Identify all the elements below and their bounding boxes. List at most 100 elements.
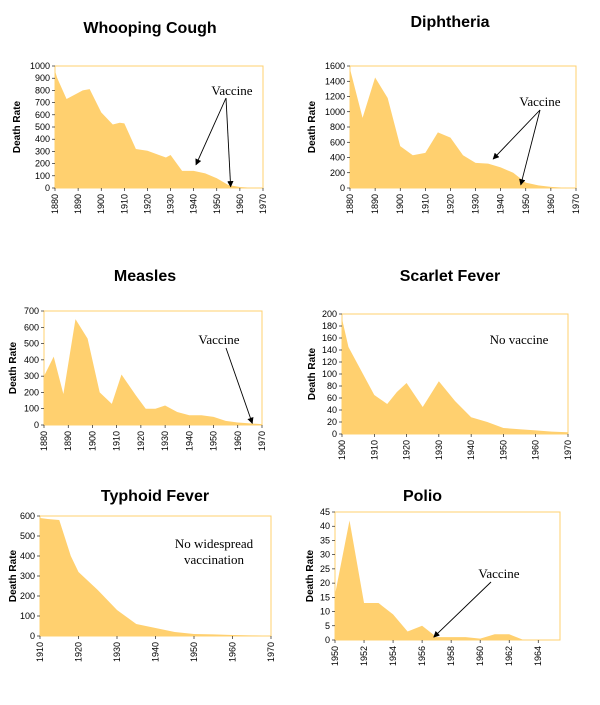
- scarlet-fever-area-chart: 0 20 40 60 80 100 120 140 160 180 200 1900 1910 1920 1…: [307, 309, 573, 460]
- x-tick-label: 1910: [35, 642, 45, 662]
- x-tick-label: 1920: [136, 431, 146, 451]
- x-tick-label: 1970: [563, 440, 573, 460]
- annotation-arrow: [195, 97, 227, 166]
- x-tick-label: 1900: [395, 194, 405, 214]
- x-tick-label: 1962: [504, 646, 514, 666]
- x-tick-label: 1950: [498, 440, 508, 460]
- y-tick-label: 400: [330, 153, 345, 163]
- y-tick-label: 5: [325, 621, 330, 631]
- y-tick-label: 40: [320, 521, 330, 531]
- y-tick-label: 200: [24, 387, 39, 397]
- y-axis-label: Death Rate: [307, 347, 318, 400]
- x-tick-label: 1900: [337, 440, 347, 460]
- x-tick-label: 1970: [257, 431, 267, 451]
- y-tick-label: 160: [322, 333, 337, 343]
- y-tick-label: 1400: [325, 76, 345, 86]
- annotation-label: vaccination: [184, 552, 244, 567]
- y-tick-label: 60: [327, 393, 337, 403]
- x-tick-label: 1880: [50, 194, 60, 214]
- y-tick-label: 1000: [30, 61, 50, 71]
- y-tick-label: 1000: [325, 107, 345, 117]
- x-tick-label: 1940: [184, 431, 194, 451]
- y-tick-label: 35: [320, 535, 330, 545]
- y-tick-label: 1200: [325, 92, 345, 102]
- whooping-cough-chart-panel: Whooping Cough 0 100 200 300 400 500 600 700 800…: [0, 0, 300, 228]
- x-tick-label: 1960: [475, 646, 485, 666]
- measles-area-chart: 0 100 200 300 400 500 600 700 1880 1890 1900 1910 19…: [8, 306, 267, 451]
- y-tick-label: 900: [35, 73, 50, 83]
- x-tick-label: 1958: [446, 646, 456, 666]
- x-tick-label: 1940: [151, 642, 161, 662]
- x-tick-label: 1880: [39, 431, 49, 451]
- annotation-label: Vaccine: [198, 332, 239, 347]
- measles-chart-panel: Measles 0 100 200 300 400 500 600 700 1880 1890 19…: [0, 262, 300, 462]
- y-axis-label: Death Rate: [8, 549, 19, 602]
- y-tick-label: 800: [330, 122, 345, 132]
- annotation-arrow: [492, 109, 541, 160]
- x-tick-label: 1940: [466, 440, 476, 460]
- y-tick-label: 400: [24, 355, 39, 365]
- y-tick-label: 0: [340, 183, 345, 193]
- y-tick-label: 0: [34, 420, 39, 430]
- y-tick-label: 45: [320, 507, 330, 517]
- x-tick-label: 1950: [212, 194, 222, 214]
- polio-chart-panel: Polio 0 5 10 15 20 25 30 35 40 45 1950 1952 1954 1956…: [300, 482, 600, 700]
- x-tick-label: 1920: [402, 440, 412, 460]
- x-tick-label: 1940: [496, 194, 506, 214]
- annotation-label: Vaccine: [211, 83, 252, 98]
- y-axis-label: Death Rate: [307, 100, 318, 153]
- x-tick-label: 1964: [533, 646, 543, 666]
- x-tick-label: 1940: [189, 194, 199, 214]
- annotation-label: Vaccine: [519, 94, 560, 109]
- y-tick-label: 700: [24, 306, 39, 316]
- typhoid-fever-chart-panel: Typhoid Fever 0 100 200 300 400 500 600 1910 192…: [0, 482, 300, 700]
- y-tick-label: 800: [35, 85, 50, 95]
- y-tick-label: 180: [322, 321, 337, 331]
- y-tick-label: 400: [35, 134, 50, 144]
- x-tick-label: 1910: [420, 194, 430, 214]
- y-tick-label: 200: [330, 168, 345, 178]
- x-tick-label: 1920: [74, 642, 84, 662]
- y-tick-label: 100: [35, 171, 50, 181]
- y-tick-label: 20: [327, 417, 337, 427]
- y-tick-label: 25: [320, 564, 330, 574]
- y-tick-label: 40: [327, 405, 337, 415]
- x-tick-label: 1890: [63, 431, 73, 451]
- death-rate-area: [40, 518, 271, 636]
- x-tick-label: 1960: [235, 194, 245, 214]
- x-tick-label: 1930: [166, 194, 176, 214]
- x-tick-label: 1930: [471, 194, 481, 214]
- x-tick-label: 1960: [233, 431, 243, 451]
- y-tick-label: 20: [320, 578, 330, 588]
- death-rate-area: [350, 69, 576, 188]
- annotation-label: No vaccine: [490, 332, 549, 347]
- y-tick-label: 0: [45, 183, 50, 193]
- y-tick-label: 600: [330, 137, 345, 147]
- x-tick-label: 1960: [228, 642, 238, 662]
- x-tick-label: 1950: [209, 431, 219, 451]
- y-tick-label: 1600: [325, 61, 345, 71]
- x-tick-label: 1954: [388, 646, 398, 666]
- y-tick-label: 140: [322, 345, 337, 355]
- annotation-arrow: [225, 97, 234, 188]
- x-tick-label: 1880: [345, 194, 355, 214]
- x-tick-label: 1920: [445, 194, 455, 214]
- y-tick-label: 80: [327, 381, 337, 391]
- y-tick-label: 10: [320, 607, 330, 617]
- y-tick-label: 500: [20, 531, 35, 541]
- x-tick-label: 1930: [434, 440, 444, 460]
- diphtheria-chart-panel: Diphtheria 0 200 400 600 800 1000 1200 1400 1600…: [300, 0, 600, 228]
- whooping-cough-area-chart: 0 100 200 300 400 500 600 700 800 900 1000 1880 1890…: [12, 61, 268, 214]
- chart-title: Whooping Cough: [83, 20, 217, 37]
- annotation-label: No widespread: [175, 536, 254, 551]
- y-tick-label: 300: [20, 571, 35, 581]
- x-tick-label: 1930: [160, 431, 170, 451]
- y-tick-label: 500: [24, 339, 39, 349]
- death-rate-area: [55, 70, 263, 188]
- y-tick-label: 600: [20, 511, 35, 521]
- y-tick-label: 100: [20, 611, 35, 621]
- y-tick-label: 0: [332, 429, 337, 439]
- y-tick-label: 100: [322, 369, 337, 379]
- death-rate-area: [44, 319, 262, 425]
- x-tick-label: 1970: [258, 194, 268, 214]
